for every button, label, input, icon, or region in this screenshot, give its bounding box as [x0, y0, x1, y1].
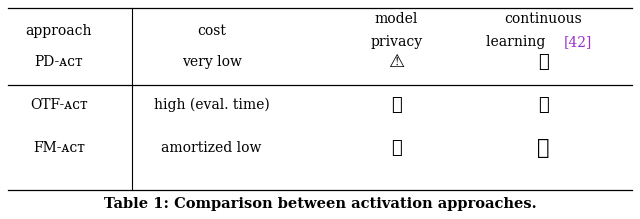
Text: high (eval. time): high (eval. time): [154, 98, 269, 112]
Text: amortized low: amortized low: [161, 141, 262, 155]
Text: ✗: ✗: [537, 138, 549, 158]
Text: cost: cost: [197, 24, 226, 38]
Text: ⚠: ⚠: [388, 53, 404, 71]
Text: [42]: [42]: [564, 35, 592, 49]
Text: PD-ᴀᴄᴛ: PD-ᴀᴄᴛ: [35, 55, 83, 69]
Text: continuous: continuous: [504, 12, 582, 26]
Text: ✓: ✓: [538, 53, 548, 71]
Text: ✓: ✓: [391, 96, 402, 114]
Text: OTF-ᴀᴄᴛ: OTF-ᴀᴄᴛ: [30, 98, 88, 112]
Text: ✓: ✓: [391, 140, 402, 157]
Text: privacy: privacy: [371, 35, 422, 49]
Text: model: model: [375, 12, 418, 26]
Text: FM-ᴀᴄᴛ: FM-ᴀᴄᴛ: [33, 141, 84, 155]
Text: Table 1: Comparison between activation approaches.: Table 1: Comparison between activation a…: [104, 197, 536, 211]
Text: learning: learning: [486, 35, 549, 49]
Text: approach: approach: [26, 24, 92, 38]
Text: ✓: ✓: [538, 96, 548, 114]
Text: very low: very low: [182, 55, 242, 69]
